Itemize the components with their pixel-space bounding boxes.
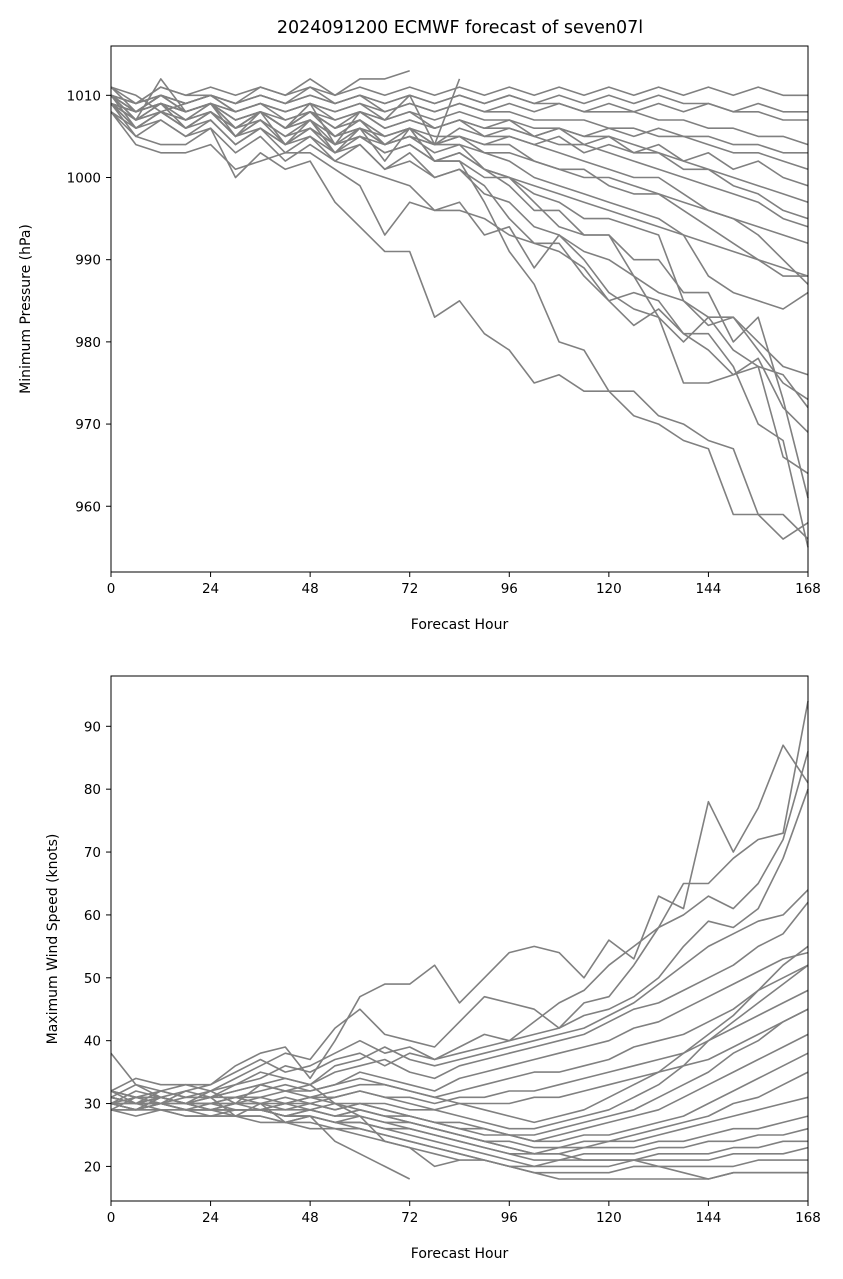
wind-x-axis-label: Forecast Hour <box>411 1246 509 1262</box>
wind-ensemble-member-line-17 <box>110 1052 809 1143</box>
pressure-ensemble-member-line-15 <box>110 94 809 203</box>
wind-y-tick-label: 70 <box>84 845 101 861</box>
wind-series-group <box>110 700 809 1180</box>
wind-y-tick-label: 80 <box>84 782 101 798</box>
pressure-ticks-group: 0 24 48 72 96 120 144 168 960 970 980 990 1000 1010 <box>67 88 821 597</box>
pressure-x-tick-label: 96 <box>501 581 518 597</box>
wind-x-tick-label: 120 <box>596 1210 622 1226</box>
pressure-plot-frame <box>110 45 809 573</box>
wind-x-tick-label: 48 <box>302 1210 319 1226</box>
wind-ensemble-member-line-26 <box>110 1096 808 1180</box>
wind-x-tick-label: 0 <box>107 1210 116 1226</box>
wind-y-tick-label: 40 <box>84 1034 101 1050</box>
pressure-series-group <box>110 69 809 548</box>
wind-ensemble-member-line-4 <box>110 700 809 1092</box>
pressure-x-tick-label: 0 <box>107 581 116 597</box>
pressure-y-axis-label: Minimum Pressure (hPa) <box>18 224 34 394</box>
wind-plot-frame <box>110 675 809 1202</box>
pressure-x-tick-label: 24 <box>202 581 219 597</box>
wind-ensemble-member-line-14 <box>110 964 809 1130</box>
wind-x-tick-label: 24 <box>202 1210 219 1226</box>
pressure-y-tick-label: 1000 <box>67 171 101 187</box>
wind-panel: 0 24 48 72 96 120 144 168 20 30 40 50 60 70 80 90 Forec… <box>45 675 821 1262</box>
pressure-y-tick-label: 1010 <box>67 88 101 104</box>
pressure-x-tick-label: 48 <box>302 581 319 597</box>
pressure-ensemble-member-line-19 <box>110 102 808 113</box>
wind-x-tick-label: 144 <box>696 1210 722 1226</box>
pressure-y-tick-label: 980 <box>75 335 101 351</box>
wind-ensemble-member-line-7 <box>110 889 809 1105</box>
pressure-ensemble-member-line-20 <box>110 86 808 105</box>
pressure-ensemble-member-line-25 <box>110 111 809 187</box>
pressure-x-axis-label: Forecast Hour <box>411 617 509 633</box>
pressure-ensemble-member-line-18 <box>110 94 808 121</box>
pressure-x-tick-label: 168 <box>795 581 821 597</box>
pressure-y-tick-label: 990 <box>75 253 101 269</box>
wind-y-tick-label: 60 <box>84 908 101 924</box>
pressure-x-tick-label: 72 <box>401 581 418 597</box>
wind-ensemble-member-line-6 <box>110 788 809 1111</box>
wind-y-axis-label: Maximum Wind Speed (knots) <box>45 834 61 1045</box>
wind-ensemble-member-line-11 <box>110 989 809 1111</box>
pressure-x-tick-label: 144 <box>696 581 722 597</box>
wind-ensemble-member-line-25 <box>111 1109 808 1180</box>
wind-y-tick-label: 50 <box>84 971 101 987</box>
wind-x-tick-label: 168 <box>795 1210 821 1226</box>
wind-ensemble-member-line-3 <box>110 744 809 1099</box>
wind-y-tick-label: 30 <box>84 1097 101 1113</box>
wind-x-tick-label: 96 <box>501 1210 518 1226</box>
pressure-panel: 2024091200 ECMWF forecast of seven07l 0 2… <box>18 18 821 633</box>
wind-y-tick-label: 20 <box>84 1159 101 1175</box>
wind-y-tick-label: 90 <box>84 719 101 735</box>
wind-ensemble-member-line-13 <box>110 945 809 1124</box>
pressure-y-tick-label: 960 <box>75 499 101 515</box>
wind-ensemble-member-line-5 <box>110 751 809 1105</box>
pressure-ensemble-member-line-23 <box>110 94 809 245</box>
pressure-ensemble-member-line-24 <box>110 102 808 154</box>
wind-ensemble-member-line-24 <box>110 1090 808 1174</box>
pressure-ensemble-member-line-26 <box>110 94 809 220</box>
wind-ticks-group: 0 24 48 72 96 120 144 168 20 30 40 50 60 70 80 90 <box>84 719 821 1226</box>
pressure-x-tick-label: 120 <box>596 581 622 597</box>
pressure-y-tick-label: 970 <box>75 417 101 433</box>
chart-title: 2024091200 ECMWF forecast of seven07l <box>277 18 643 38</box>
wind-x-tick-label: 72 <box>401 1210 418 1226</box>
pressure-ensemble-member-line-6 <box>110 94 809 475</box>
